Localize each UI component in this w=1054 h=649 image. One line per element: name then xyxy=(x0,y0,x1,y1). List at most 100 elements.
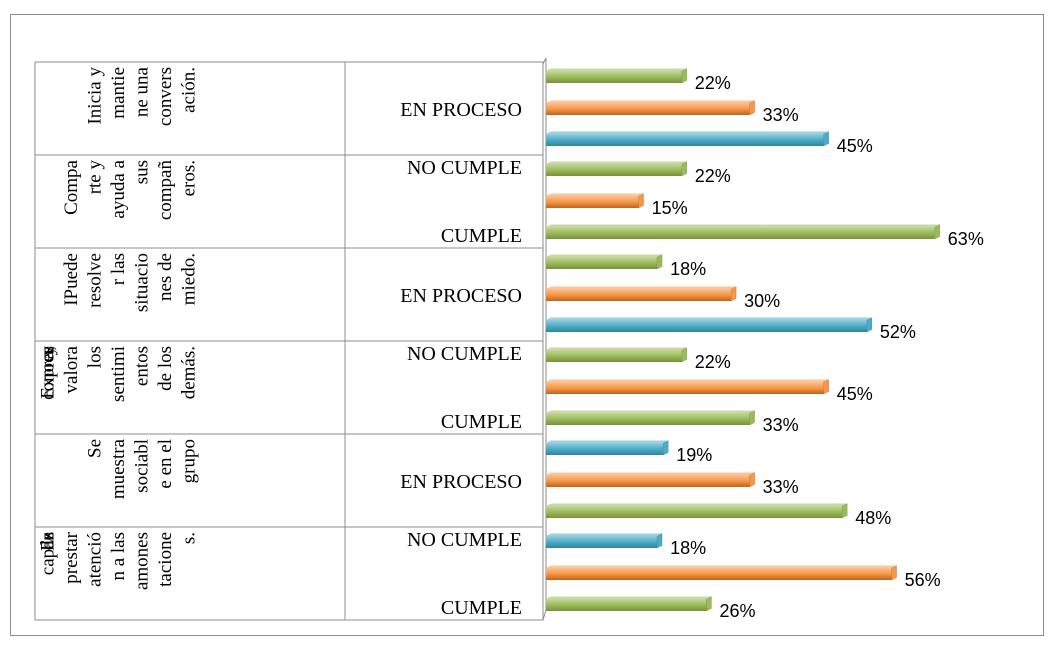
category-label-line: mantie xyxy=(108,67,129,119)
category-label-line: Inicia y xyxy=(84,67,105,125)
status-label-en-proceso: EN PROCESO xyxy=(400,285,522,307)
status-label-no-cumple: NO CUMPLE xyxy=(407,529,522,551)
category-label-line: rte y xyxy=(84,160,105,195)
bar-end-cap xyxy=(749,472,755,488)
bar-4-2 xyxy=(546,503,848,519)
data-label: 45% xyxy=(837,384,873,404)
bar-top-face xyxy=(546,254,663,257)
bar-face xyxy=(546,475,750,487)
bar-2-2 xyxy=(546,317,873,333)
category-label-line: ación. xyxy=(178,67,199,113)
bar-top-face xyxy=(546,131,829,134)
data-label: 26% xyxy=(719,601,755,621)
bar-5-2 xyxy=(546,596,712,612)
category-label-line: convers xyxy=(155,67,176,126)
bar-face xyxy=(546,382,824,394)
category-label-line: amones xyxy=(131,532,152,590)
bar-end-cap xyxy=(749,100,755,116)
category-label-line: de xyxy=(37,532,58,550)
category-label-line: sociabl xyxy=(131,439,152,493)
bar-end-cap xyxy=(706,596,712,612)
bar-face xyxy=(546,257,658,269)
bar-end-cap xyxy=(681,347,688,363)
bar-top-face xyxy=(546,224,940,227)
bar-face xyxy=(546,536,658,548)
category-label-line: e en el xyxy=(155,439,176,489)
category-label-line: ayuda a xyxy=(108,159,129,218)
category-label-line: atenció xyxy=(84,532,105,587)
bar-4-0 xyxy=(546,440,669,456)
bar-end-cap xyxy=(841,503,848,519)
status-label-cumple: CUMPLE xyxy=(441,225,522,247)
bar-end-cap xyxy=(891,565,897,581)
status-label-no-cumple: NO CUMPLE xyxy=(407,343,522,365)
category-label-line: prestar xyxy=(61,531,82,583)
bar-face xyxy=(546,134,824,146)
bar-face xyxy=(546,227,935,239)
bar-2-1 xyxy=(546,286,737,302)
data-label: 45% xyxy=(837,136,873,156)
category-label-line: n a las xyxy=(108,532,129,581)
bar-face xyxy=(546,164,682,176)
bar-face xyxy=(546,103,750,115)
status-label-cumple: CUMPLE xyxy=(441,597,522,619)
bar-face xyxy=(546,413,750,425)
bar-top-face xyxy=(546,596,712,599)
category-label-line: s. xyxy=(178,532,199,544)
status-label-no-cumple: NO CUMPLE xyxy=(407,157,522,179)
bar-top-face xyxy=(546,472,755,475)
bar-end-cap xyxy=(730,286,737,302)
bar-0-2 xyxy=(546,131,829,147)
category-label-line: valora xyxy=(61,345,82,393)
data-label: 33% xyxy=(763,105,799,125)
category-label-line: Es xyxy=(37,532,58,551)
bar-0-1 xyxy=(546,100,755,116)
bar-end-cap xyxy=(823,379,829,395)
bar-end-cap xyxy=(823,131,829,147)
bar-top-face xyxy=(546,317,872,320)
bar-5-1 xyxy=(546,565,897,581)
status-label-en-proceso: EN PROCESO xyxy=(400,99,522,121)
category-label-line: nes de xyxy=(155,253,176,301)
category-label-line: eros. xyxy=(178,160,199,196)
category-label-line: IPuede xyxy=(61,253,82,306)
category-label-line: entos xyxy=(131,346,152,386)
data-label: 19% xyxy=(676,445,712,465)
bar-3-0 xyxy=(546,347,688,363)
category-label-line: los xyxy=(84,346,105,368)
bar-top-face xyxy=(546,100,755,103)
bar-face xyxy=(546,289,732,301)
bar-3-2 xyxy=(546,410,755,426)
bar-top-face xyxy=(546,286,737,289)
category-label-line: Expres xyxy=(37,346,58,399)
bar-end-cap xyxy=(681,161,688,177)
data-label: 22% xyxy=(695,73,731,93)
bar-3-1 xyxy=(546,379,829,395)
bar-face xyxy=(546,320,867,332)
bar-top-face xyxy=(546,347,687,350)
category-label-line: Se xyxy=(84,439,105,458)
bar-1-1 xyxy=(546,193,644,209)
bar-top-face xyxy=(546,533,663,536)
bar-5-0 xyxy=(546,533,663,549)
bar-face xyxy=(546,599,707,611)
bar-end-cap xyxy=(866,317,873,333)
data-label: 15% xyxy=(652,198,688,218)
bar-2-0 xyxy=(546,254,663,270)
data-label: 18% xyxy=(670,538,706,558)
category-label-line: r las xyxy=(108,253,129,285)
bar-1-0 xyxy=(546,161,688,177)
bar-1-2 xyxy=(546,224,941,240)
bar-end-cap xyxy=(656,533,663,549)
axis-depth-edge xyxy=(542,57,547,65)
bar-end-cap xyxy=(638,193,644,209)
axis-depth-edge xyxy=(542,609,547,621)
data-label: 22% xyxy=(695,166,731,186)
bar-end-cap xyxy=(749,410,755,426)
data-label: 56% xyxy=(905,570,941,590)
category-label-line: ne una xyxy=(131,66,152,117)
bar-top-face xyxy=(546,68,687,71)
data-label: 33% xyxy=(763,477,799,497)
data-label: 52% xyxy=(880,322,916,342)
bar-end-cap xyxy=(656,254,663,270)
